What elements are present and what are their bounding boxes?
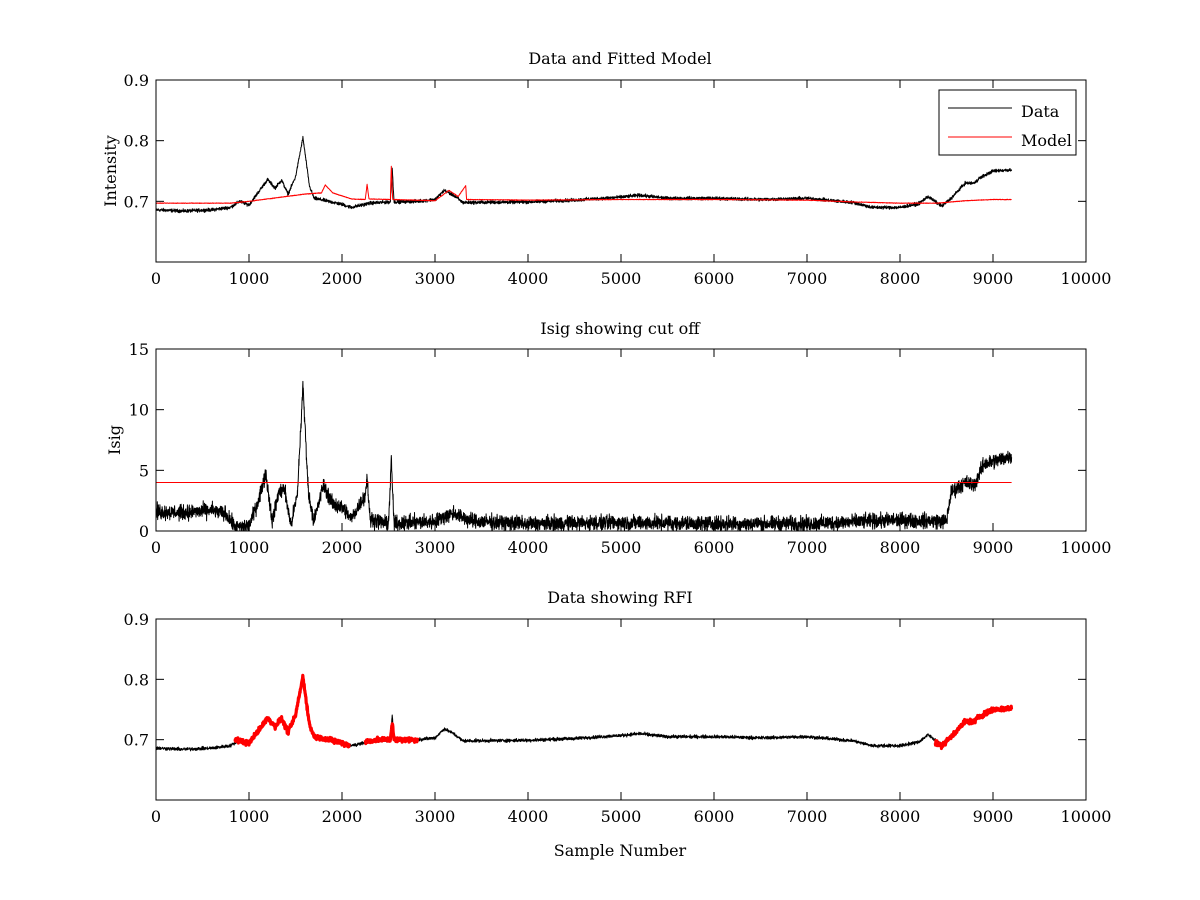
subplot-3-series-rfi-flagged-segment-2 (363, 722, 420, 746)
x-tick-label: 1000 (229, 269, 270, 288)
x-tick-label: 6000 (694, 807, 735, 826)
x-tick-label: 3000 (415, 807, 456, 826)
legend-box (938, 89, 1077, 156)
y-tick-label: 0.8 (124, 132, 149, 151)
subplot-data-fitted-model: Data and Fitted Model Intensity 0 1000 200… (101, 49, 1111, 288)
x-tick-label: 5000 (601, 538, 642, 557)
x-tick-label: 6000 (694, 538, 735, 557)
x-tick-label: 9000 (973, 807, 1014, 826)
y-tick-label: 0.9 (124, 71, 149, 90)
subplot-3-ticks: 0 1000 2000 3000 4000 5000 6000 7000 8000 9000 100… (124, 610, 1112, 826)
x-tick-label: 10000 (1061, 807, 1112, 826)
x-tick-label: 1000 (229, 807, 270, 826)
subplot-1-series (155, 135, 1013, 214)
y-tick-label: 0 (139, 522, 149, 541)
x-tick-label: 9000 (973, 269, 1014, 288)
subplot-2-series-isig (155, 380, 1013, 532)
x-tick-label: 2000 (322, 538, 363, 557)
y-tick-label: 0.8 (124, 670, 149, 689)
subplot-2-title: Isig showing cut off (540, 319, 701, 338)
x-tick-label: 8000 (880, 538, 921, 557)
x-tick-label: 7000 (787, 538, 828, 557)
y-tick-label: 0.7 (124, 192, 149, 211)
y-tick-label: 10 (129, 401, 149, 420)
subplot-3-title: Data showing RFI (547, 588, 692, 607)
subplot-3-xlabel: Sample Number (554, 841, 687, 860)
subplot-1-ticks: 0 1000 2000 3000 4000 5000 6000 7000 8000 9000 100… (124, 71, 1112, 288)
subplot-1-title: Data and Fitted Model (528, 49, 711, 68)
x-tick-label: 7000 (787, 807, 828, 826)
x-tick-label: 10000 (1061, 269, 1112, 288)
x-tick-label: 5000 (601, 269, 642, 288)
x-tick-label: 9000 (973, 538, 1014, 557)
subplot-1-series-model (155, 165, 1012, 204)
x-tick-label: 8000 (880, 807, 921, 826)
x-tick-label: 3000 (415, 269, 456, 288)
x-tick-label: 10000 (1061, 538, 1112, 557)
x-tick-label: 7000 (787, 269, 828, 288)
subplot-1-series-data (155, 135, 1013, 214)
y-tick-label: 5 (139, 461, 149, 480)
x-tick-label: 2000 (322, 269, 363, 288)
y-tick-label: 0.9 (124, 610, 149, 629)
x-tick-label: 2000 (322, 807, 363, 826)
subplot-data-rfi: Data showing RFI 0 1000 2000 3000 4000 5000 60… (124, 588, 1112, 860)
subplot-isig-cut-off: Isig showing cut off Isig 0 1000 2000 3000 4… (105, 319, 1111, 557)
x-tick-label: 6000 (694, 269, 735, 288)
subplot-2-series (155, 380, 1013, 532)
subplot-2-ticks: 0 1000 2000 3000 4000 5000 6000 7000 8000 9000 100… (129, 340, 1112, 557)
x-tick-label: 0 (151, 807, 161, 826)
legend-model-label: Model (1021, 131, 1072, 150)
x-tick-label: 4000 (508, 269, 549, 288)
x-tick-label: 4000 (508, 538, 549, 557)
subplot-3-series-rfi-flagged-segment-1 (233, 673, 351, 749)
x-tick-label: 3000 (415, 538, 456, 557)
y-tick-label: 15 (129, 340, 149, 359)
x-tick-label: 5000 (601, 807, 642, 826)
legend-data-label: Data (1021, 102, 1060, 121)
subplot-1-ylabel: Intensity (101, 135, 120, 207)
x-tick-label: 8000 (880, 269, 921, 288)
x-tick-label: 4000 (508, 807, 549, 826)
subplot-3-series (155, 673, 1014, 752)
x-tick-label: 0 (151, 538, 161, 557)
subplot-3-series-rfi-flagged-segment-3 (933, 704, 1014, 751)
x-tick-label: 0 (151, 269, 161, 288)
y-tick-label: 0.7 (124, 731, 149, 750)
x-tick-label: 1000 (229, 538, 270, 557)
legend: Data Model (938, 89, 1077, 156)
subplot-2-ylabel: Isig (105, 425, 124, 455)
